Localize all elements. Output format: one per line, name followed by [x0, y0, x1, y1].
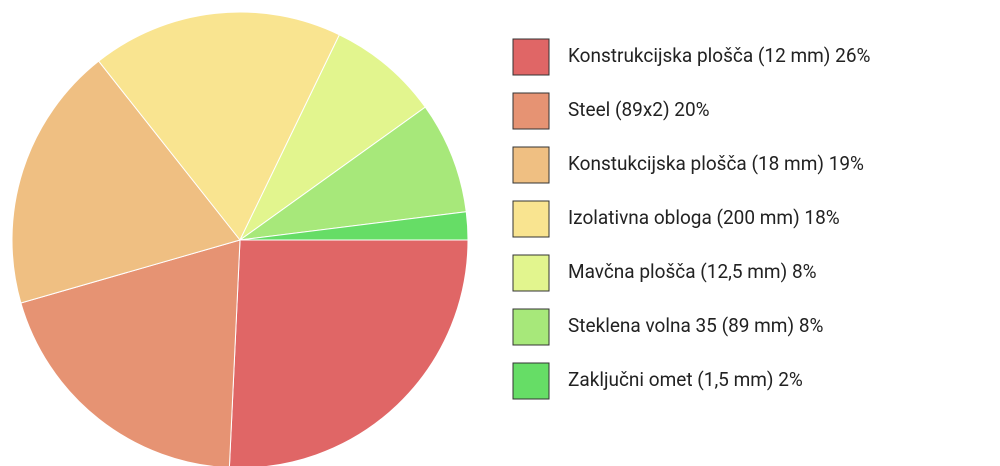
legend-value: 19%: [829, 152, 864, 175]
legend-label: Konstukcijska plošča (18 mm) 19%: [568, 152, 864, 175]
legend-swatch: [512, 92, 550, 130]
legend-swatch: [512, 200, 550, 238]
pie-slice: [11, 60, 241, 304]
pie-slice: [239, 211, 469, 241]
legend-name: Zaključni omet (1,5 mm): [568, 368, 774, 391]
legend-label: Konstrukcijska plošča (12 mm) 26%: [568, 44, 870, 67]
legend-value: 18%: [804, 206, 839, 229]
legend-value: 26%: [835, 44, 870, 67]
legend-value: 2%: [778, 368, 803, 391]
pie-slice: [20, 239, 241, 466]
legend-label: Izolativna obloga (200 mm) 18%: [568, 206, 840, 229]
legend-label: Steel (89x2) 20%: [568, 98, 710, 121]
pie-slice: [239, 106, 467, 241]
legend-name: Steklena volna 35 (89 mm): [568, 314, 794, 337]
legend-name: Mavčna plošča (12,5 mm): [568, 260, 787, 283]
legend-name: Izolativna obloga (200 mm): [568, 206, 800, 229]
legend-swatch: [512, 362, 550, 400]
legend-value: 20%: [674, 98, 709, 121]
legend-name: Konstukcijska plošča (18 mm): [568, 152, 824, 175]
legend-swatch: [512, 146, 550, 184]
pie-slice: [228, 239, 469, 466]
legend-name: Steel (89x2): [568, 98, 670, 121]
legend-swatch: [512, 254, 550, 292]
pie-slice: [239, 34, 426, 241]
legend-label: Zaključni omet (1,5 mm) 2%: [568, 368, 803, 391]
legend-swatch: [512, 308, 550, 346]
legend-value: 8%: [799, 314, 824, 337]
legend-label: Mavčna plošča (12,5 mm) 8%: [568, 260, 817, 283]
legend-swatch: [512, 38, 550, 76]
legend-name: Konstrukcijska plošča (12 mm): [568, 44, 830, 67]
legend-label: Steklena volna 35 (89 mm) 8%: [568, 314, 823, 337]
pie-slice: [97, 11, 341, 241]
legend-value: 8%: [792, 260, 817, 283]
